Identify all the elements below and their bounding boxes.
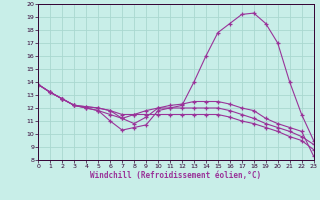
X-axis label: Windchill (Refroidissement éolien,°C): Windchill (Refroidissement éolien,°C) bbox=[91, 171, 261, 180]
